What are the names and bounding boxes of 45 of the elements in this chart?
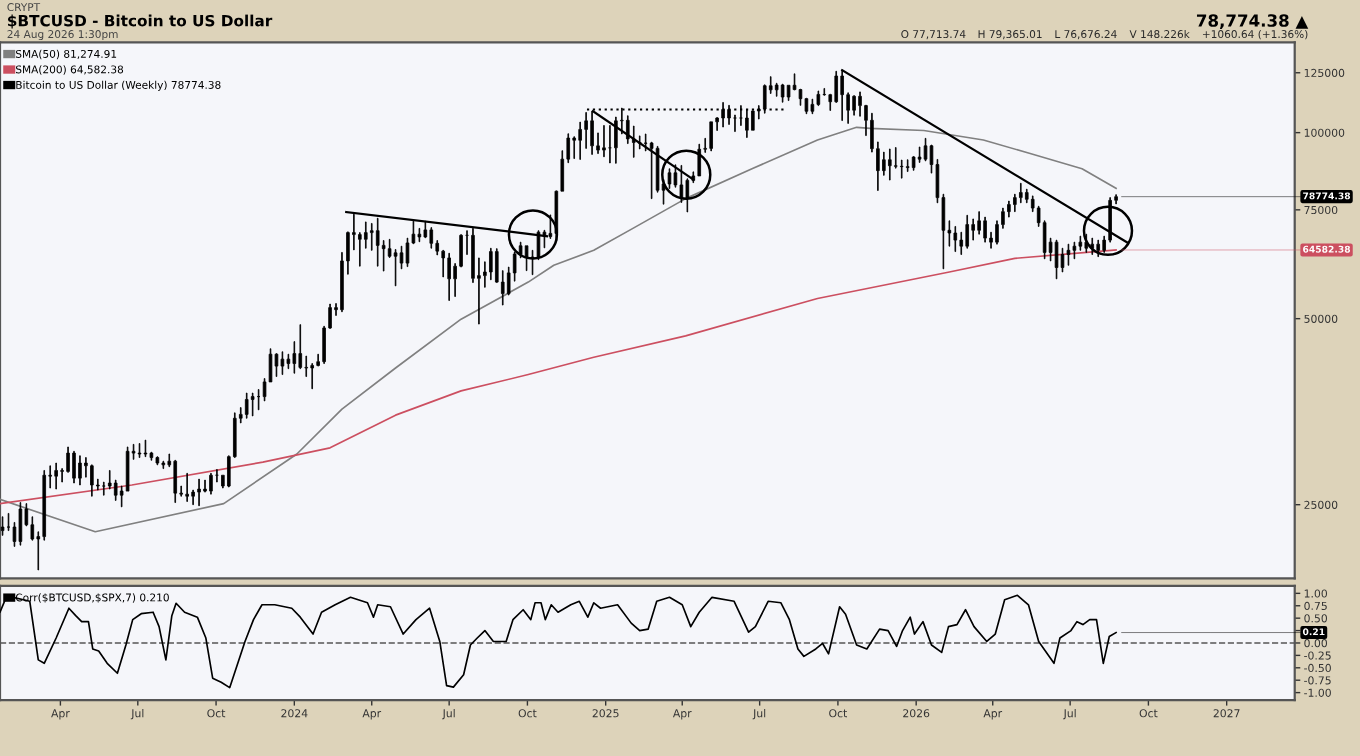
candlestick [965,214,969,249]
candlestick [953,226,958,252]
candlestick [1054,239,1059,280]
candlestick [250,392,255,417]
candlestick [244,392,249,419]
candlestick [1060,247,1065,273]
candlestick [780,83,785,103]
candlestick [173,459,178,503]
candlestick [917,146,922,163]
candlestick [18,502,23,546]
candlestick [280,351,285,375]
candlestick [429,227,434,249]
text: 78,774.38 ▲ [1196,14,1309,29]
candlestick [602,125,606,158]
candlestick [298,324,303,370]
candlestick [1072,241,1077,260]
candlestick [197,478,201,507]
candlestick [816,90,821,107]
candlestick [54,462,58,490]
candlestick [143,439,148,458]
candlestick [1066,243,1071,266]
candlestick [78,455,82,486]
candlestick [417,227,422,243]
candlestick [137,443,142,458]
candlestick [0,516,5,536]
candlestick [852,95,856,116]
candlestick [971,218,975,241]
candlestick [90,464,94,497]
candlestick [905,159,910,172]
candlestick [1019,182,1023,204]
candlestick [72,450,76,484]
candlestick [774,82,779,97]
candlestick [888,148,892,181]
candlestick [983,216,987,243]
candlestick [274,353,279,377]
candlestick [209,472,213,495]
candlestick [810,98,815,115]
candlestick [977,211,981,235]
candlestick [161,460,166,469]
candlestick [489,247,493,281]
candlestick [1024,188,1029,204]
candlestick [155,456,160,466]
candlestick [185,472,189,502]
candlestick [709,121,713,152]
candlestick [447,252,451,301]
